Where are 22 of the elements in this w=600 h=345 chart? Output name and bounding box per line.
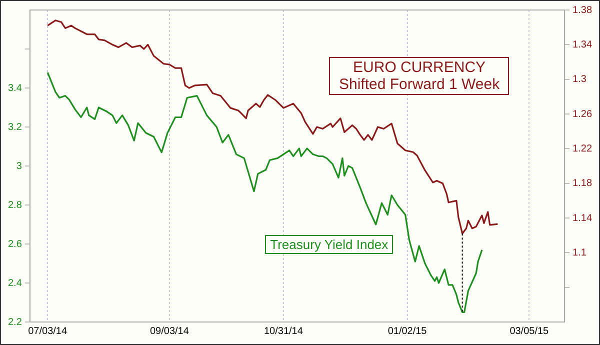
x-tick-label: 07/03/14 [28, 326, 68, 337]
y-tick-label: 2.6 [8, 238, 22, 250]
series-label: Treasury Yield Index [265, 234, 394, 254]
y-tick-label: 2.4 [8, 278, 22, 289]
y2-tick-label: 1.26 [572, 108, 592, 120]
y2-tick-label: 1.14 [572, 212, 592, 224]
y2-tick-label: 1.1 [572, 247, 587, 258]
x-tick-label: 10/31/14 [264, 326, 304, 337]
y-tick-label: 3 [16, 160, 22, 172]
y-tick-label: 2.8 [8, 200, 22, 211]
y2-tick-label: 1.3 [572, 74, 587, 86]
y2-tick-label: 1.18 [572, 178, 592, 190]
x-tick-label: 03/05/15 [510, 326, 550, 337]
y-tick-label: 3.4 [8, 82, 22, 94]
y-tick-label: 2.2 [8, 316, 22, 328]
y2-tick-label: 1.22 [572, 143, 592, 154]
x-tick-label: 09/03/14 [150, 326, 190, 337]
series-label: EURO CURRENCY Shifted Forward 1 Week [329, 56, 510, 95]
x-tick-label: 01/02/15 [388, 326, 428, 337]
y-tick-label: 3.2 [8, 122, 22, 133]
y2-tick-label: 1.34 [572, 39, 592, 50]
y2-tick-label: 1.38 [572, 4, 592, 16]
